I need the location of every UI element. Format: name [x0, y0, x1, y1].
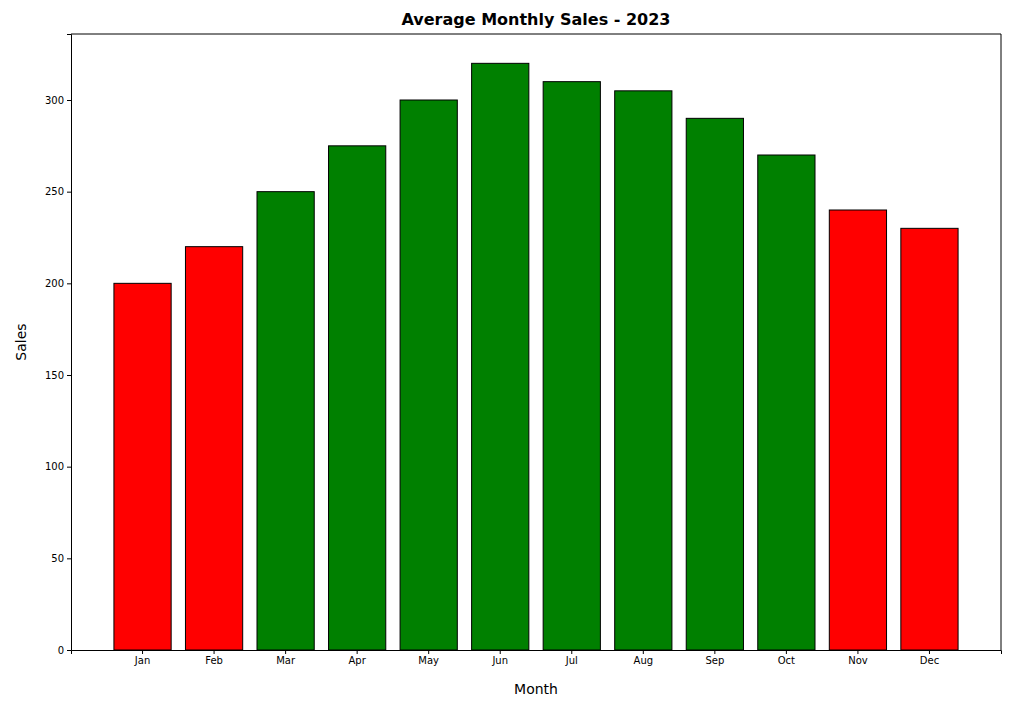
tick: Mar [276, 650, 296, 666]
tick-label: 300 [45, 95, 64, 106]
tick-mark [142, 650, 143, 654]
tick-mark [643, 650, 644, 654]
tick: Oct [778, 650, 795, 666]
bars [114, 63, 958, 650]
tick: 300 [45, 95, 71, 106]
tick-label: 250 [45, 186, 64, 197]
tick: Feb [205, 650, 223, 666]
tick-mark [67, 100, 71, 101]
tick-label: Oct [778, 655, 795, 666]
tick: Sep [705, 650, 724, 666]
bar [257, 192, 314, 650]
tick: Apr [348, 650, 366, 666]
plot: Jan Feb Mar Apr May Jun Jul Aug Sep Oct Nov Dec 0 50 1… [45, 34, 1002, 666]
tick-mark [857, 650, 858, 654]
tick-label: Nov [848, 655, 868, 666]
tick: Nov [848, 650, 868, 666]
tick: Jun [491, 650, 508, 666]
bar [829, 210, 886, 650]
bar [185, 247, 242, 650]
bar [400, 100, 457, 650]
tick-label: 100 [45, 461, 64, 472]
tick: Jan [134, 650, 150, 666]
tick-mark [67, 650, 71, 651]
tick-mark [571, 650, 572, 654]
tick-mark [428, 650, 429, 654]
tick: Jul [565, 650, 578, 666]
bar [686, 118, 743, 650]
tick-mark [786, 650, 787, 654]
tick-mark [67, 375, 71, 376]
chart: Jan Feb Mar Apr May Jun Jul Aug Sep Oct Nov Dec 0 50 1… [0, 0, 1010, 708]
tick-label: Apr [348, 655, 366, 666]
tick-mark [500, 650, 501, 654]
title: Average Monthly Sales - 2023 [402, 10, 671, 29]
tick: Dec [920, 650, 939, 666]
tick-mark [67, 558, 71, 559]
bar [543, 82, 600, 650]
bar [114, 283, 171, 650]
tick-mark [714, 650, 715, 654]
bar [901, 228, 958, 650]
tick-label: Mar [276, 655, 296, 666]
tick-label: Aug [634, 655, 654, 666]
tick-mark [929, 650, 930, 654]
tick-label: May [418, 655, 439, 666]
x-axis: Jan Feb Mar Apr May Jun Jul Aug Sep Oct Nov Dec [72, 650, 1002, 666]
tick-label: Sep [705, 655, 724, 666]
tick-mark [67, 192, 71, 193]
tick: 100 [45, 461, 71, 472]
bar [329, 146, 386, 650]
tick-mark [67, 283, 71, 284]
tick-label: 0 [58, 645, 64, 656]
tick-label: Feb [205, 655, 223, 666]
tick-label: Jun [491, 655, 508, 666]
tick: 0 [58, 645, 71, 656]
tick-label: Jan [134, 655, 150, 666]
bar [615, 91, 672, 650]
tick-mark [214, 650, 215, 654]
tick: 150 [45, 370, 71, 381]
tick-label: Jul [565, 655, 578, 666]
x-axis-title: Month [514, 681, 558, 697]
tick-mark [67, 467, 71, 468]
axis-line [72, 651, 1002, 655]
frame [1001, 34, 1002, 650]
tick-mark [357, 650, 358, 654]
tick-mark [285, 650, 286, 654]
bar [758, 155, 815, 650]
tick: 50 [51, 553, 71, 564]
y-axis-title: Sales [13, 323, 29, 360]
frame [71, 34, 1001, 35]
tick: 200 [45, 278, 71, 289]
bar [472, 63, 529, 650]
tick-label: Dec [920, 655, 939, 666]
tick: Aug [634, 650, 654, 666]
axis-line [67, 35, 72, 651]
tick-label: 200 [45, 278, 64, 289]
tick: May [418, 650, 439, 666]
tick-label: 50 [51, 553, 64, 564]
y-axis: 0 50 100 150 200 250 300 [45, 35, 72, 656]
tick: 250 [45, 186, 71, 197]
tick-label: 150 [45, 370, 64, 381]
